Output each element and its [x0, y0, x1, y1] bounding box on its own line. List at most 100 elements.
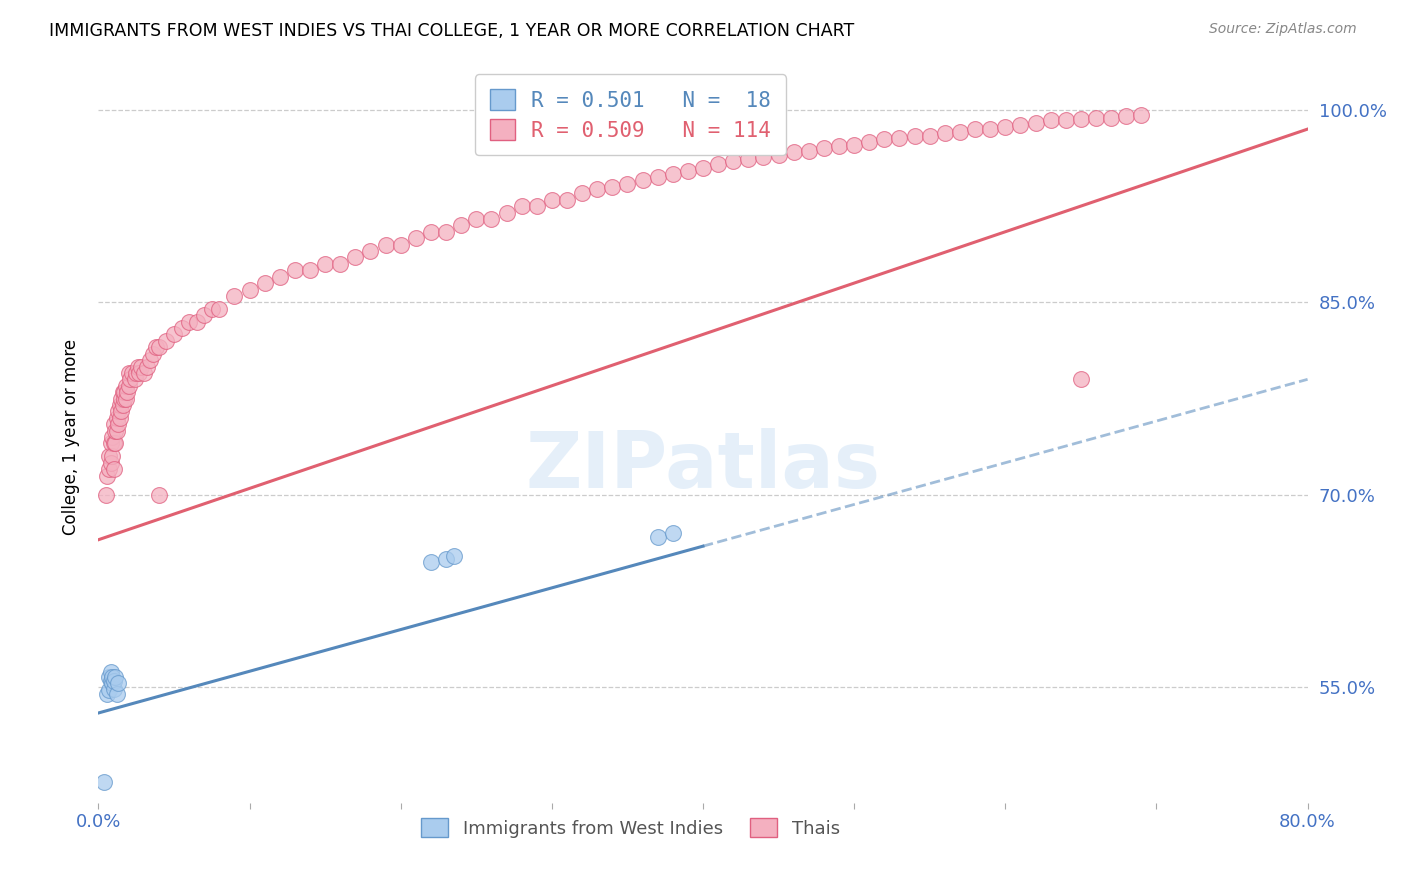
- Point: [128, 366, 150, 380]
- Point: [101, 676, 124, 690]
- Point: [723, 154, 745, 169]
- Point: [93, 775, 115, 789]
- Point: [103, 673, 125, 688]
- Point: [1024, 116, 1046, 130]
- Point: [873, 132, 896, 146]
- Point: [111, 398, 134, 412]
- Point: [107, 676, 129, 690]
- Point: [104, 670, 127, 684]
- Point: [616, 178, 638, 192]
- Point: [965, 122, 987, 136]
- Point: [208, 301, 231, 316]
- Point: [420, 225, 443, 239]
- Point: [360, 244, 382, 258]
- Point: [101, 430, 124, 444]
- Text: ZIPatlas: ZIPatlas: [526, 428, 880, 504]
- Point: [1099, 111, 1122, 125]
- Point: [269, 269, 291, 284]
- Point: [465, 211, 488, 226]
- Point: [389, 237, 412, 252]
- Point: [768, 148, 790, 162]
- Point: [148, 488, 170, 502]
- Point: [813, 141, 835, 155]
- Point: [844, 137, 866, 152]
- Point: [118, 366, 141, 380]
- Point: [707, 157, 730, 171]
- Point: [510, 199, 533, 213]
- Point: [602, 179, 624, 194]
- Point: [661, 167, 683, 181]
- Point: [148, 340, 170, 354]
- Point: [344, 251, 367, 265]
- Point: [495, 205, 517, 219]
- Point: [108, 398, 131, 412]
- Point: [114, 392, 136, 406]
- Point: [101, 450, 124, 464]
- Point: [858, 135, 880, 149]
- Point: [374, 237, 396, 252]
- Point: [253, 276, 276, 290]
- Point: [1115, 109, 1137, 123]
- Point: [647, 530, 669, 544]
- Point: [100, 665, 122, 679]
- Point: [124, 372, 146, 386]
- Point: [163, 327, 186, 342]
- Point: [481, 211, 503, 226]
- Point: [299, 263, 322, 277]
- Point: [284, 263, 307, 277]
- Point: [121, 366, 143, 380]
- Point: [224, 289, 246, 303]
- Point: [98, 450, 121, 464]
- Point: [107, 404, 129, 418]
- Point: [1070, 112, 1092, 126]
- Point: [201, 301, 224, 316]
- Point: [94, 488, 117, 502]
- Point: [139, 353, 162, 368]
- Point: [101, 670, 124, 684]
- Point: [120, 372, 142, 386]
- Point: [127, 359, 149, 374]
- Point: [132, 366, 155, 380]
- Point: [107, 417, 129, 432]
- Point: [676, 164, 699, 178]
- Point: [420, 555, 443, 569]
- Point: [443, 549, 465, 564]
- Point: [103, 462, 125, 476]
- Point: [103, 417, 125, 432]
- Point: [934, 126, 956, 140]
- Point: [142, 346, 165, 360]
- Point: [450, 219, 472, 233]
- Point: [631, 173, 654, 187]
- Point: [103, 436, 125, 450]
- Point: [104, 424, 127, 438]
- Point: [314, 257, 336, 271]
- Legend: Immigrants from West Indies, Thais: Immigrants from West Indies, Thais: [413, 811, 846, 845]
- Point: [96, 687, 118, 701]
- Point: [1070, 372, 1092, 386]
- Point: [434, 552, 457, 566]
- Y-axis label: College, 1 year or more: College, 1 year or more: [62, 339, 80, 535]
- Point: [170, 321, 193, 335]
- Point: [108, 410, 131, 425]
- Point: [96, 468, 118, 483]
- Text: Source: ZipAtlas.com: Source: ZipAtlas.com: [1209, 22, 1357, 37]
- Text: IMMIGRANTS FROM WEST INDIES VS THAI COLLEGE, 1 YEAR OR MORE CORRELATION CHART: IMMIGRANTS FROM WEST INDIES VS THAI COLL…: [49, 22, 855, 40]
- Point: [1039, 113, 1062, 128]
- Point: [186, 315, 208, 329]
- Point: [129, 359, 152, 374]
- Point: [103, 681, 125, 696]
- Point: [145, 340, 167, 354]
- Point: [555, 193, 578, 207]
- Point: [783, 145, 806, 160]
- Point: [571, 186, 593, 201]
- Point: [105, 410, 128, 425]
- Point: [193, 308, 215, 322]
- Point: [1054, 113, 1077, 128]
- Point: [118, 378, 141, 392]
- Point: [125, 366, 148, 380]
- Point: [737, 152, 759, 166]
- Point: [105, 424, 128, 438]
- Point: [179, 315, 201, 329]
- Point: [104, 436, 127, 450]
- Point: [949, 125, 972, 139]
